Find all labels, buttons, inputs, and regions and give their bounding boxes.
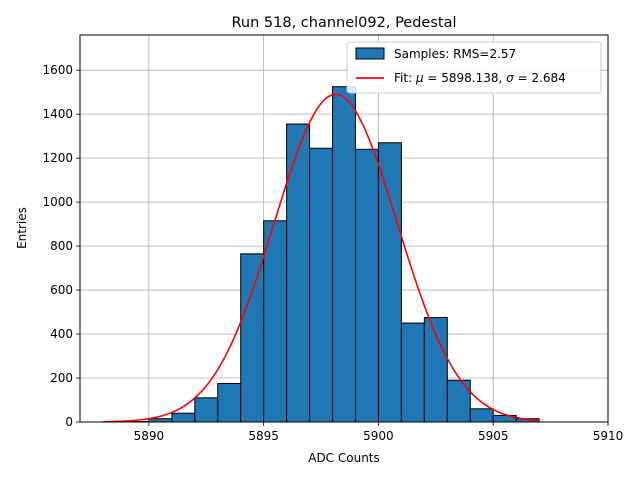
x-tick-label: 5900 xyxy=(363,429,394,443)
y-tick-label: 1000 xyxy=(42,195,73,209)
histogram-bar xyxy=(401,323,424,422)
legend-fit-label: Fit: μ = 5898.138, σ = 2.684 xyxy=(394,71,566,85)
y-tick-label: 0 xyxy=(65,415,73,429)
x-tick-label: 5895 xyxy=(248,429,279,443)
x-tick-label: 5910 xyxy=(593,429,624,443)
histogram-bar xyxy=(378,143,401,422)
histogram-bar xyxy=(264,221,287,422)
y-tick-label: 400 xyxy=(50,327,73,341)
legend-fit-prefix: Fit: xyxy=(394,71,416,85)
y-tick-label: 200 xyxy=(50,371,73,385)
legend-histogram-swatch xyxy=(356,48,384,59)
x-tick-label: 5890 xyxy=(134,429,165,443)
y-tick-label: 1400 xyxy=(42,107,73,121)
y-axis-label: Entries xyxy=(15,207,29,249)
histogram-bar xyxy=(287,124,310,422)
y-tick-label: 1600 xyxy=(42,63,73,77)
y-tick-label: 800 xyxy=(50,239,73,253)
y-tick-label: 600 xyxy=(50,283,73,297)
histogram-bar xyxy=(447,380,470,422)
chart-title: Run 518, channel092, Pedestal xyxy=(231,15,456,31)
histogram-bar xyxy=(333,87,356,422)
histogram-bar xyxy=(355,149,378,422)
histogram-bar xyxy=(470,409,493,422)
x-tick-label: 5905 xyxy=(478,429,509,443)
histogram-bar xyxy=(172,413,195,422)
histogram-bar xyxy=(218,384,241,422)
histogram-bar xyxy=(195,398,218,422)
legend-histogram-label: Samples: RMS=2.57 xyxy=(394,47,516,61)
histogram-bar xyxy=(310,148,333,422)
y-tick-label: 1200 xyxy=(42,151,73,165)
legend-fit-sigma-value: = 2.684 xyxy=(514,71,566,85)
legend-fit-mu-value: = 5898.138, xyxy=(424,71,507,85)
legend-fit-mu-symbol: μ xyxy=(415,71,424,85)
histogram-bar xyxy=(241,254,264,422)
legend: Samples: RMS=2.57 Fit: μ = 5898.138, σ =… xyxy=(347,42,601,93)
x-axis-label: ADC Counts xyxy=(308,451,380,465)
